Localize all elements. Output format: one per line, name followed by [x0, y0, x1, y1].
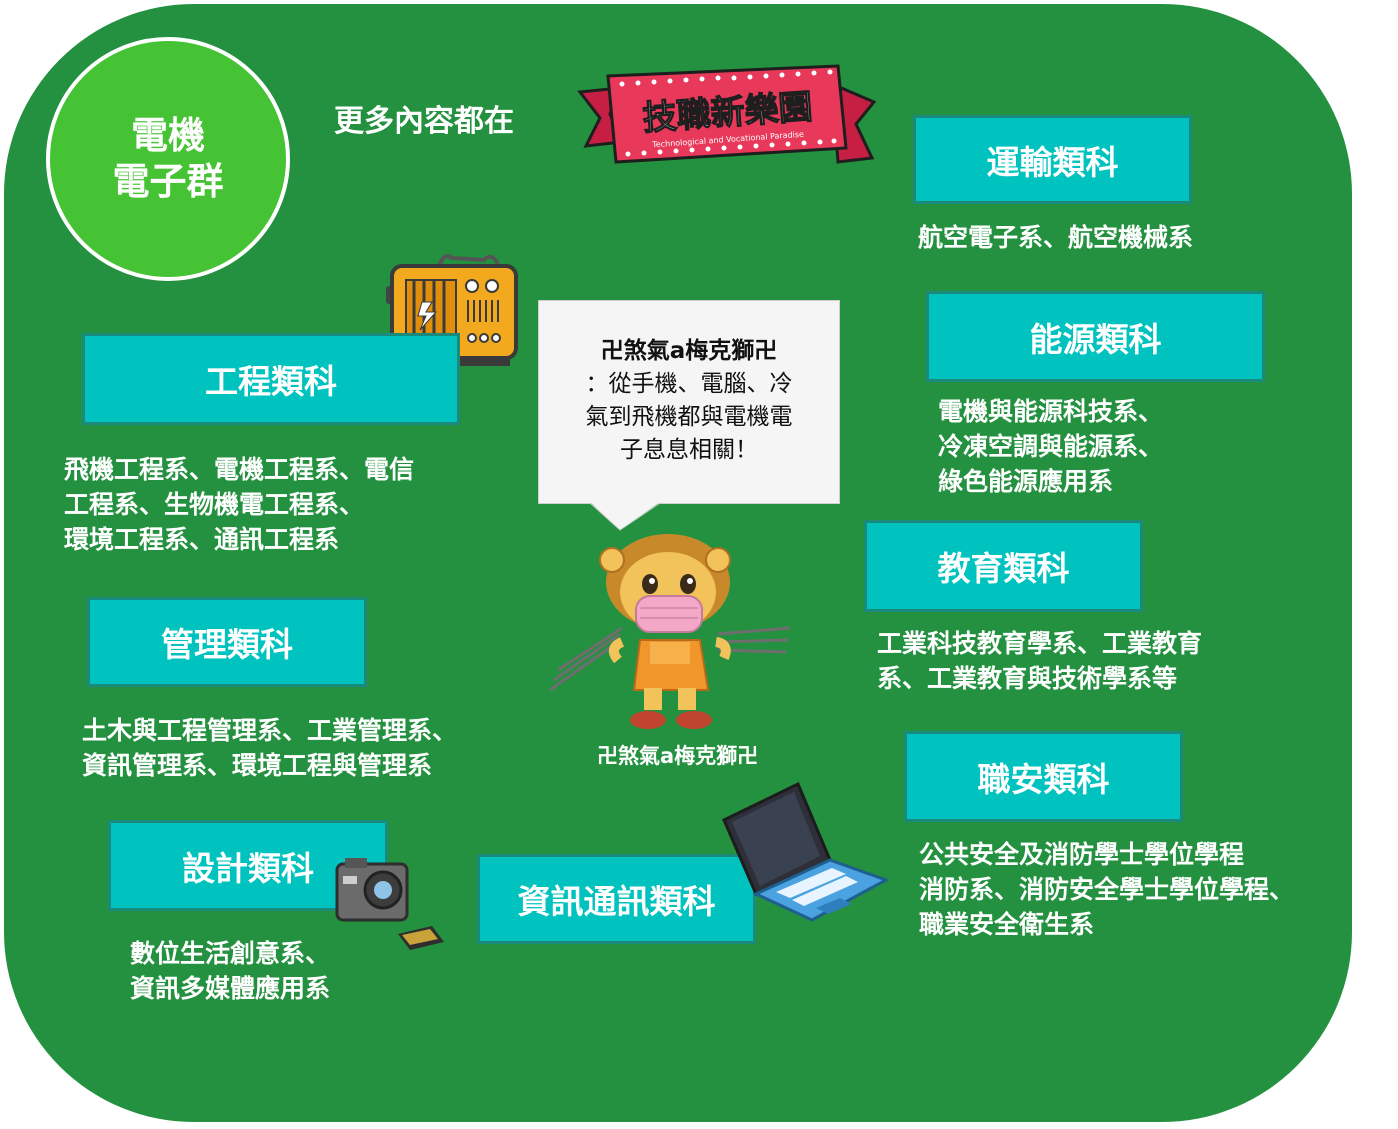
camera-icon: [335, 858, 409, 922]
desc-line: 土木與工程管理系、工業管理系、: [82, 716, 458, 745]
bubble-line: 子息息相關！: [620, 437, 758, 463]
desc-line: 系、工業教育與技術學系等: [877, 664, 1178, 693]
mascot-name: 卍煞氣a梅克獅卍: [597, 744, 759, 768]
category-safety[interactable]: 職安類科: [904, 731, 1183, 822]
category-energy-title: 能源類科: [1029, 319, 1162, 359]
category-design-title: 設計類科: [182, 848, 314, 888]
laptop-icon: [722, 782, 888, 922]
category-ict-title: 資訊通訊類科: [517, 882, 716, 921]
category-education[interactable]: 教育類科: [864, 520, 1143, 612]
desc-design: 數位生活創意系、 資訊多媒體應用系: [130, 936, 330, 1006]
category-ict[interactable]: 資訊通訊類科: [477, 854, 756, 944]
desc-line: 環境工程系、通訊工程系: [64, 525, 340, 554]
desc-line: 航空電子系、航空機械系: [918, 223, 1194, 252]
paradise-banner[interactable]: 技職新樂園 Technological and Vocational Parad…: [576, 62, 876, 170]
category-engineering-title: 工程類科: [205, 362, 337, 401]
desc-line: 工程系、生物機電工程系、: [64, 490, 365, 519]
desc-line: 職業安全衛生系: [919, 910, 1095, 939]
desc-education: 工業科技教育學系、工業教育 系、工業教育與技術學系等: [877, 626, 1202, 696]
desc-energy: 電機與能源科技系、 冷凍空調與能源系、 綠色能源應用系: [938, 394, 1163, 499]
more-content-text: 更多內容都在: [334, 104, 514, 139]
category-management-title: 管理類科: [161, 625, 293, 664]
category-safety-title: 職安類科: [977, 759, 1110, 799]
speech-bubble: 卍煞氣a梅克獅卍 ：從手機、電腦、冷 氣到飛機都與電機電 子息息相關！: [538, 300, 840, 504]
desc-line: 冷凍空調與能源系、: [938, 432, 1164, 461]
desc-line: 資訊管理系、環境工程與管理系: [82, 751, 433, 780]
group-badge-line1: 電機: [131, 113, 205, 157]
desc-line: 電機與能源科技系、: [938, 397, 1164, 426]
desc-line: 數位生活創意系、: [130, 939, 331, 968]
group-badge: 電機 電子群: [46, 37, 290, 281]
category-management[interactable]: 管理類科: [87, 597, 367, 687]
category-engineering[interactable]: 工程類科: [82, 333, 460, 425]
category-transport-title: 運輸類科: [986, 142, 1119, 182]
lion-mascot-icon: [549, 534, 791, 729]
desc-transport: 航空電子系、航空機械系: [918, 220, 1193, 255]
bubble-tail: [590, 502, 661, 531]
desc-line: 工業科技教育學系、工業教育: [877, 629, 1203, 658]
desc-line: 綠色能源應用系: [938, 467, 1114, 496]
radio-icon: [386, 254, 518, 366]
desc-engineering: 飛機工程系、電機工程系、電信 工程系、生物機電工程系、 環境工程系、通訊工程系: [64, 452, 414, 557]
category-transport[interactable]: 運輸類科: [913, 115, 1192, 204]
desc-line: 消防系、消防安全學士學位學程、: [919, 875, 1295, 904]
desc-safety: 公共安全及消防學士學位學程 消防系、消防安全學士學位學程、 職業安全衛生系: [919, 837, 1294, 942]
bubble-line: 氣到飛機都與電機電: [585, 404, 793, 430]
group-badge-line2: 電子群: [112, 160, 224, 203]
memory-card-icon: [398, 926, 444, 950]
desc-management: 土木與工程管理系、工業管理系、 資訊管理系、環境工程與管理系: [82, 713, 457, 783]
desc-line: 資訊多媒體應用系: [130, 974, 331, 1003]
category-education-title: 教育類科: [937, 549, 1070, 588]
desc-line: 公共安全及消防學士學位學程: [919, 840, 1245, 869]
bubble-speaker-name: 卍煞氣a梅克獅卍: [600, 338, 778, 364]
category-energy[interactable]: 能源類科: [926, 291, 1265, 382]
bubble-line: ：從手機、電腦、冷: [585, 371, 793, 397]
desc-line: 飛機工程系、電機工程系、電信: [64, 455, 415, 484]
